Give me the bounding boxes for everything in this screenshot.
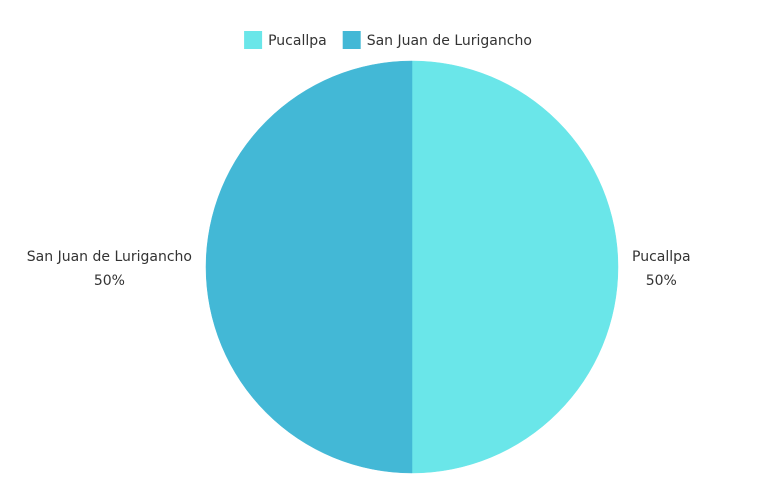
- slice-label-percent: 50%: [646, 273, 677, 289]
- legend-label: San Juan de Lurigancho: [367, 33, 532, 49]
- legend-swatch: [244, 31, 263, 49]
- slice-label-name: San Juan de Lurigancho: [27, 249, 192, 265]
- pie-slice[interactable]: [411, 60, 619, 474]
- legend-label: Pucallpa: [268, 33, 327, 49]
- slice-label: San Juan de Lurigancho 50%: [27, 249, 192, 289]
- slice-labels: Pucallpa 50% San Juan de Lurigancho 50%: [27, 249, 691, 289]
- legend-swatch: [342, 31, 361, 49]
- chart-legend: Pucallpa San Juan de Lurigancho: [244, 31, 532, 49]
- legend-item[interactable]: San Juan de Lurigancho: [342, 31, 532, 49]
- slice-label-percent: 50%: [94, 273, 125, 289]
- slice-label: Pucallpa 50%: [632, 249, 691, 289]
- pie-slices: [205, 60, 619, 474]
- slice-label-name: Pucallpa: [632, 249, 691, 265]
- legend-item[interactable]: Pucallpa: [244, 31, 327, 49]
- pie-slice[interactable]: [205, 60, 413, 474]
